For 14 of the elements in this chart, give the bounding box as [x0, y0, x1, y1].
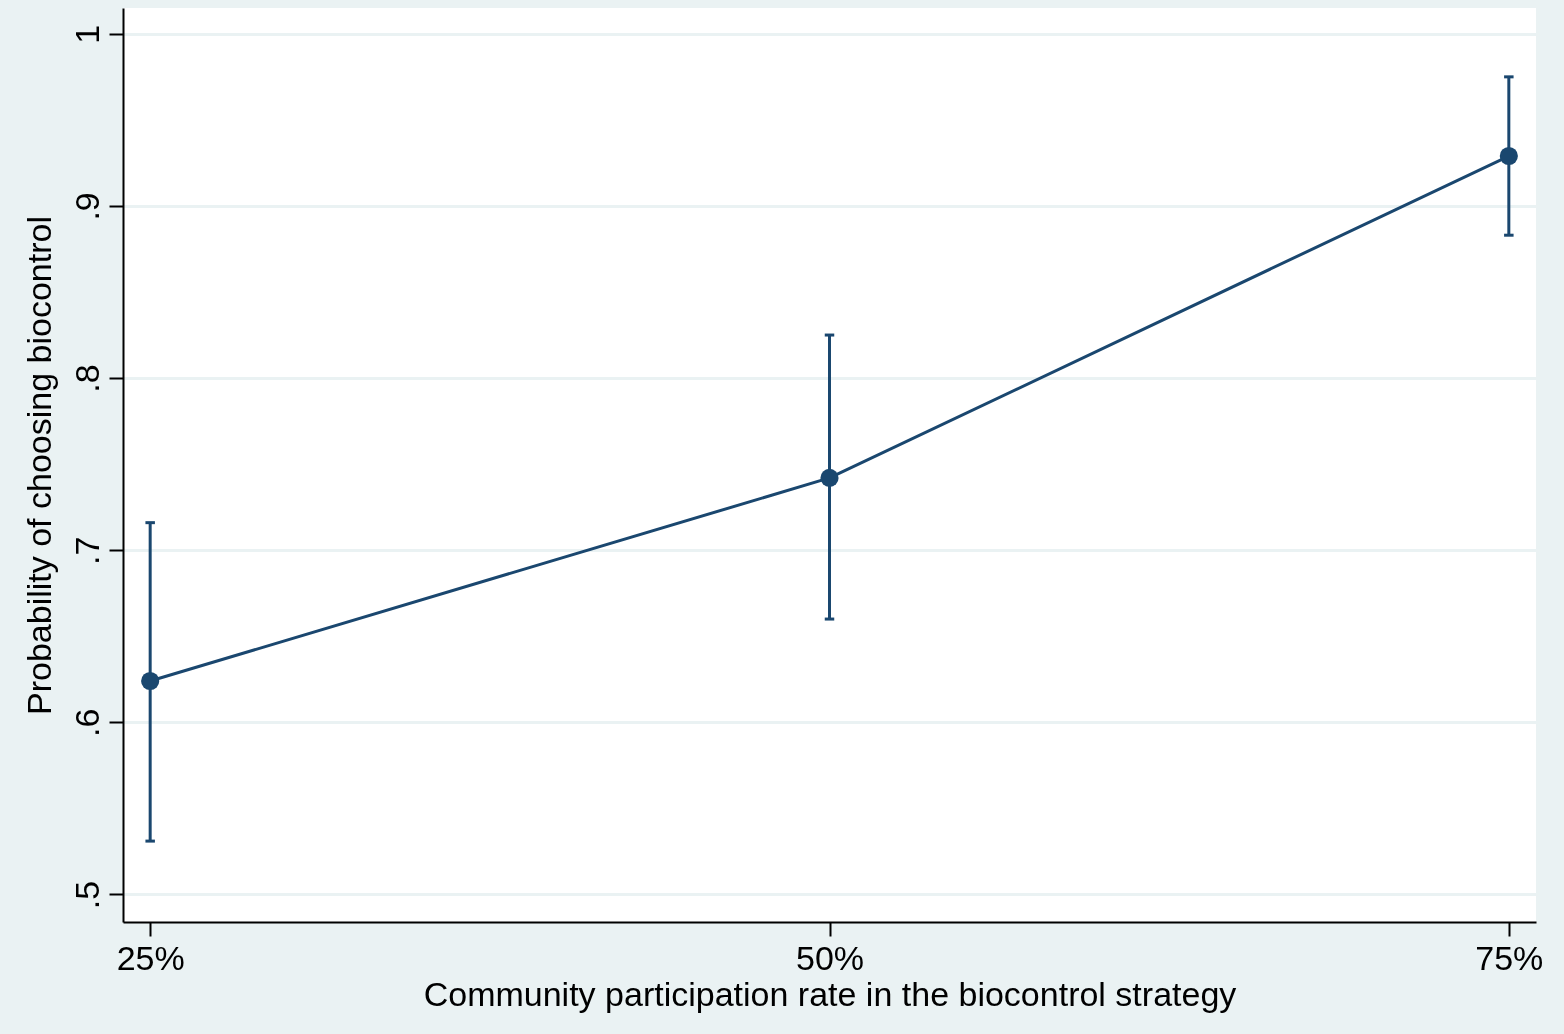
y-tick-label: .5 [67, 880, 106, 910]
x-axis-title: Community participation rate in the biocontrol strategy [423, 974, 1237, 1013]
y-axis-title: Probability of choosing biocontrol [19, 216, 58, 715]
x-tick-label: 25% [116, 938, 185, 977]
x-tick-label: 75% [1475, 938, 1544, 977]
point [1499, 146, 1518, 166]
point [141, 671, 160, 691]
y-tick-label: .8 [67, 364, 106, 393]
y-tick-label: 1 [67, 24, 106, 44]
y-tick-label: .9 [67, 192, 106, 221]
y-tick-label: .6 [67, 708, 106, 738]
y-tick-label: .7 [67, 536, 106, 565]
x-tick-label: 50% [795, 938, 865, 977]
point [820, 468, 839, 487]
